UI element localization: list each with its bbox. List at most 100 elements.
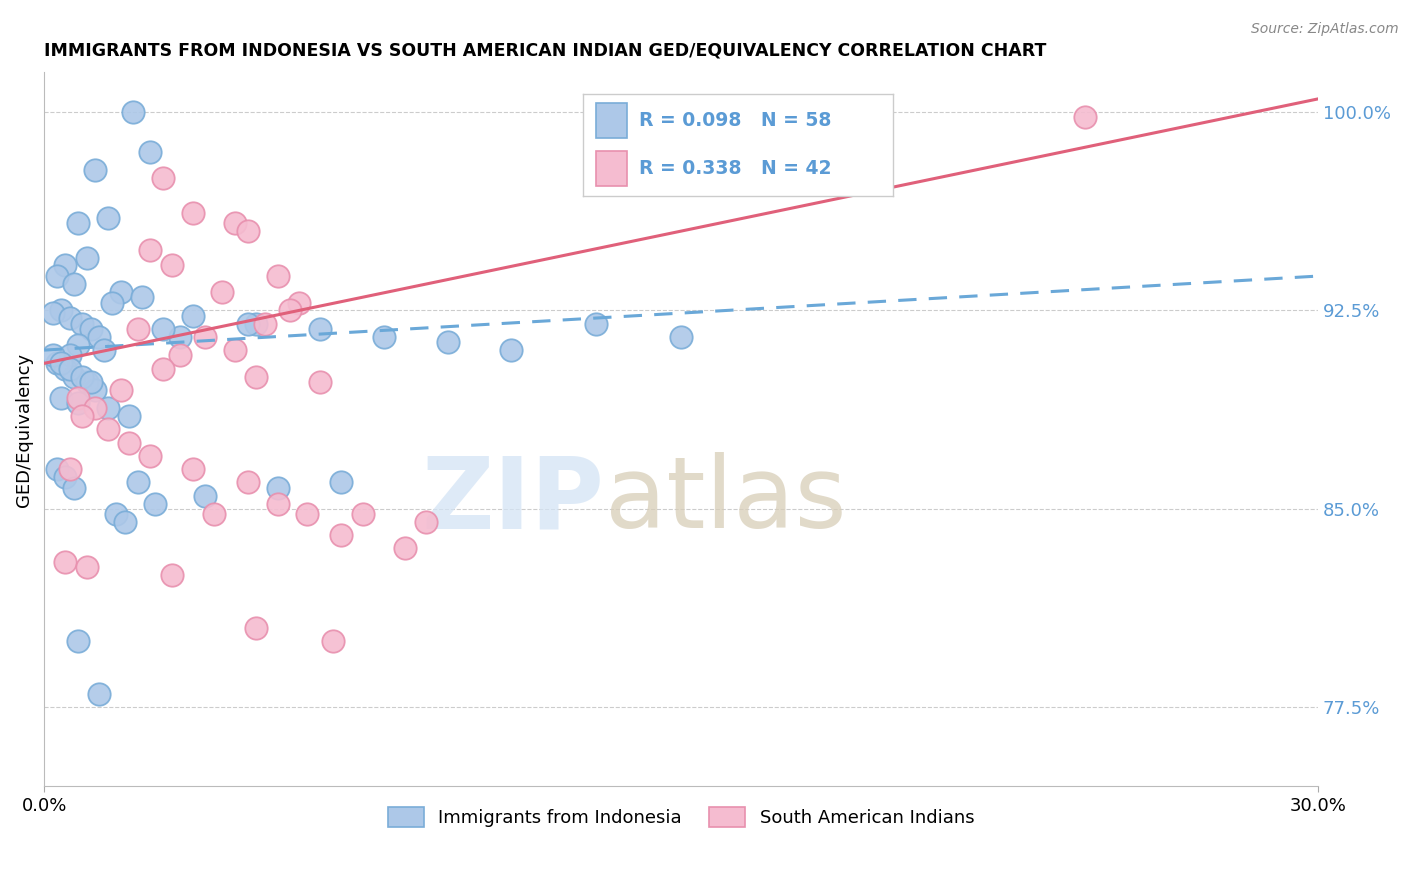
Point xyxy=(169,348,191,362)
Point xyxy=(72,369,94,384)
Point xyxy=(76,251,98,265)
Point xyxy=(194,330,217,344)
Point xyxy=(224,216,246,230)
Point xyxy=(53,470,76,484)
Point xyxy=(80,375,103,389)
Point xyxy=(58,311,80,326)
Point xyxy=(63,369,86,384)
Point xyxy=(58,462,80,476)
Point xyxy=(53,555,76,569)
Point xyxy=(152,361,174,376)
Y-axis label: GED/Equivalency: GED/Equivalency xyxy=(15,352,32,507)
Point xyxy=(669,330,692,344)
Point xyxy=(160,568,183,582)
Point xyxy=(236,475,259,490)
Point xyxy=(67,634,90,648)
Point xyxy=(288,295,311,310)
Point xyxy=(127,322,149,336)
Text: R = 0.338   N = 42: R = 0.338 N = 42 xyxy=(640,159,832,178)
Point xyxy=(373,330,395,344)
Point xyxy=(41,306,63,320)
Point xyxy=(58,348,80,362)
Point xyxy=(322,634,344,648)
Point xyxy=(143,496,166,510)
Point xyxy=(139,243,162,257)
Point xyxy=(181,205,204,219)
Point xyxy=(309,322,332,336)
Bar xyxy=(596,103,627,137)
Point xyxy=(1073,111,1095,125)
Point xyxy=(169,330,191,344)
Point xyxy=(53,361,76,376)
Legend: Immigrants from Indonesia, South American Indians: Immigrants from Indonesia, South America… xyxy=(381,799,981,835)
Text: Source: ZipAtlas.com: Source: ZipAtlas.com xyxy=(1251,22,1399,37)
Text: R = 0.098   N = 58: R = 0.098 N = 58 xyxy=(640,111,831,130)
Point xyxy=(49,391,72,405)
Point xyxy=(127,475,149,490)
Point xyxy=(266,496,288,510)
Point xyxy=(93,343,115,358)
Point xyxy=(45,462,67,476)
Point xyxy=(266,268,288,283)
Point xyxy=(53,259,76,273)
Point xyxy=(245,369,267,384)
Point xyxy=(97,211,120,225)
Point xyxy=(330,528,353,542)
Point xyxy=(181,309,204,323)
Point xyxy=(118,435,141,450)
Point xyxy=(67,216,90,230)
Point xyxy=(139,449,162,463)
Point xyxy=(394,541,416,556)
Point xyxy=(236,317,259,331)
Point xyxy=(280,303,302,318)
Point xyxy=(67,338,90,352)
Point xyxy=(101,295,124,310)
Point xyxy=(297,507,319,521)
Point xyxy=(45,268,67,283)
Text: ZIP: ZIP xyxy=(422,452,605,549)
Point xyxy=(245,317,267,331)
Point xyxy=(211,285,233,299)
Point xyxy=(202,507,225,521)
Point xyxy=(352,507,374,521)
Point xyxy=(181,462,204,476)
Point xyxy=(160,259,183,273)
Point xyxy=(585,317,607,331)
Point xyxy=(63,277,86,291)
Point xyxy=(131,290,153,304)
Point xyxy=(309,375,332,389)
Bar xyxy=(596,151,627,186)
Point xyxy=(89,687,111,701)
Point xyxy=(266,481,288,495)
Point xyxy=(245,621,267,635)
Point xyxy=(72,317,94,331)
Point xyxy=(436,335,458,350)
Point xyxy=(194,489,217,503)
Point xyxy=(76,375,98,389)
Text: IMMIGRANTS FROM INDONESIA VS SOUTH AMERICAN INDIAN GED/EQUIVALENCY CORRELATION C: IMMIGRANTS FROM INDONESIA VS SOUTH AMERI… xyxy=(44,42,1046,60)
Point xyxy=(97,401,120,416)
Point xyxy=(89,330,111,344)
Point xyxy=(67,391,90,405)
Point xyxy=(110,285,132,299)
Point xyxy=(45,356,67,370)
Point xyxy=(97,422,120,436)
Point xyxy=(501,343,523,358)
Point xyxy=(415,515,437,529)
Text: atlas: atlas xyxy=(605,452,846,549)
Point xyxy=(253,317,276,331)
Point xyxy=(236,224,259,238)
Point xyxy=(49,356,72,370)
Point xyxy=(110,383,132,397)
Point xyxy=(58,361,80,376)
Point xyxy=(84,163,107,178)
Point xyxy=(84,401,107,416)
Point xyxy=(122,105,145,120)
Point xyxy=(49,303,72,318)
Point xyxy=(76,560,98,574)
Point xyxy=(41,348,63,362)
Point xyxy=(72,409,94,424)
Point xyxy=(118,409,141,424)
Point xyxy=(105,507,128,521)
Point xyxy=(80,322,103,336)
